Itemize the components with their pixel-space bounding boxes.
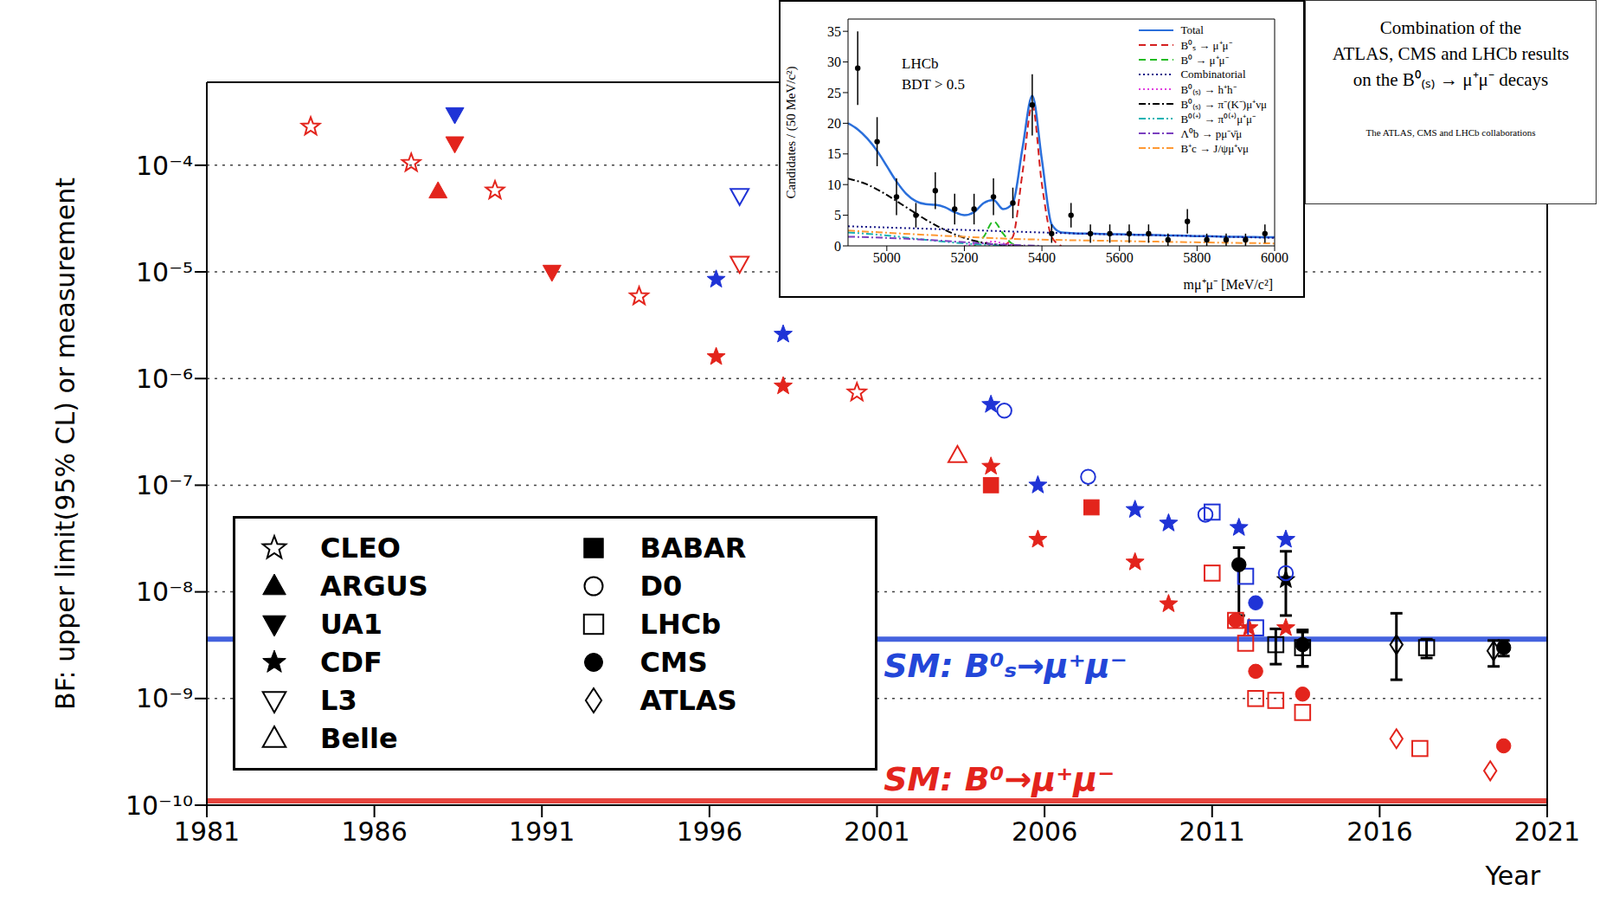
svg-text:2006: 2006 [1011, 816, 1078, 847]
svg-text:5: 5 [834, 207, 842, 223]
html-text:The ATLAS, CMS and LHCb collab: The ATLAS, CMS and LHCb collaborations [1365, 127, 1536, 138]
html-text:BDT > 0.5: BDT > 0.5 [901, 76, 965, 93]
html-text:B⁰₍ₛ₎ → h⁺h⁻: B⁰₍ₛ₎ → h⁺h⁻ [1180, 82, 1237, 96]
html-text:B⁰₍ₛ₎ → π⁻(K⁻)μ⁺νμ: B⁰₍ₛ₎ → π⁻(K⁻)μ⁺νμ [1180, 97, 1267, 111]
html-text:UA1: UA1 [320, 607, 383, 641]
html-text:Total: Total [1180, 22, 1204, 36]
html-text:B⁰ → μ⁺μ⁻: B⁰ → μ⁺μ⁻ [1180, 53, 1229, 67]
html-text:Combinatorial: Combinatorial [1180, 67, 1246, 81]
html-text:Combination of the: Combination of the [1380, 17, 1522, 39]
svg-text:15: 15 [827, 146, 842, 161]
html-text:ARGUS: ARGUS [320, 569, 429, 603]
html-text:CDF: CDF [320, 645, 383, 679]
html-text:ATLAS: ATLAS [639, 683, 738, 717]
html-text:Belle: Belle [320, 721, 398, 755]
svg-text:5800: 5800 [1182, 250, 1211, 265]
html-text:CLEO: CLEO [320, 531, 401, 565]
html-text:BABAR: BABAR [639, 531, 747, 565]
html-text:LHCb: LHCb [901, 55, 939, 72]
svg-text:2011: 2011 [1179, 816, 1246, 847]
svg-text:5400: 5400 [1028, 250, 1056, 265]
svg-text:10⁻⁵: 10⁻⁵ [135, 257, 193, 288]
svg-text:6000: 6000 [1260, 250, 1289, 265]
svg-text:1981: 1981 [173, 816, 240, 847]
svg-text:5200: 5200 [950, 250, 978, 265]
html-text:on the B⁰₍ₛ₎ → μ⁺μ⁻ decays: on the B⁰₍ₛ₎ → μ⁺μ⁻ decays [1353, 69, 1549, 90]
html-text:B⁺c → J/ψμ⁺νμ: B⁺c → J/ψμ⁺νμ [1180, 141, 1249, 155]
svg-text:10: 10 [827, 177, 842, 193]
svg-text:5000: 5000 [873, 250, 901, 265]
svg-text:10⁻⁸: 10⁻⁸ [135, 576, 193, 607]
svg-text:10⁻⁹: 10⁻⁹ [135, 682, 193, 714]
svg-text:1991: 1991 [508, 816, 575, 847]
svg-text:SM: B⁰→μ⁺μ⁻: SM: B⁰→μ⁺μ⁻ [883, 759, 1115, 798]
html-text:CMS: CMS [639, 645, 708, 679]
svg-text:1996: 1996 [676, 816, 743, 847]
svg-text:2021: 2021 [1514, 816, 1581, 847]
svg-text:10⁻⁷: 10⁻⁷ [135, 469, 193, 501]
svg-text:Candidates / (50 MeV/c²): Candidates / (50 MeV/c²) [783, 65, 799, 199]
svg-text:10⁻¹⁰: 10⁻¹⁰ [125, 790, 193, 821]
html-text:ATLAS, CMS and LHCb results: ATLAS, CMS and LHCb results [1332, 43, 1570, 65]
svg-text:0: 0 [834, 238, 842, 254]
svg-text:25: 25 [827, 85, 842, 101]
svg-text:mμ⁺μ⁻ [MeV/c²]: mμ⁺μ⁻ [MeV/c²] [1183, 276, 1273, 293]
html-text:D0: D0 [639, 569, 683, 603]
svg-text:10⁻⁴: 10⁻⁴ [135, 150, 193, 181]
html-text:B⁰ₛ → μ⁺μ⁻: B⁰ₛ → μ⁺μ⁻ [1180, 38, 1232, 52]
svg-text:1986: 1986 [340, 816, 407, 847]
svg-text:10⁻⁶: 10⁻⁶ [135, 363, 193, 394]
svg-text:30: 30 [827, 54, 842, 70]
html-text:LHCb: LHCb [639, 607, 721, 641]
svg-text:BF: upper limit(95% CL) or mea: BF: upper limit(95% CL) or measurement [50, 177, 81, 710]
html-text:B⁰⁽⁺⁾ → π⁰⁽⁺⁾μ⁺μ⁻: B⁰⁽⁺⁾ → π⁰⁽⁺⁾μ⁺μ⁻ [1180, 112, 1256, 126]
svg-text:35: 35 [827, 24, 842, 39]
html-text:L3: L3 [320, 683, 358, 717]
svg-text:Year: Year [1484, 860, 1541, 891]
svg-text:2016: 2016 [1346, 816, 1413, 847]
svg-text:SM: B⁰ₛ→μ⁺μ⁻: SM: B⁰ₛ→μ⁺μ⁻ [883, 646, 1128, 685]
svg-text:2001: 2001 [843, 816, 910, 847]
svg-text:20: 20 [827, 115, 842, 131]
svg-text:5600: 5600 [1105, 250, 1134, 265]
html-text:Λ⁰b → pμ⁻ν̄μ: Λ⁰b → pμ⁻ν̄μ [1180, 126, 1242, 140]
